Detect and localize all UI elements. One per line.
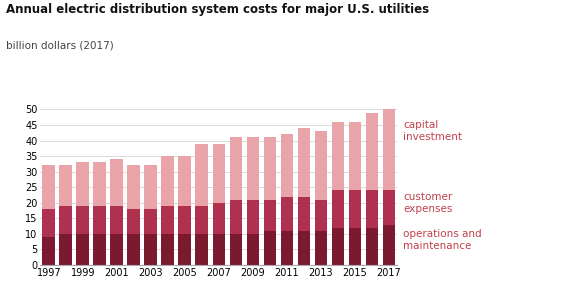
Bar — [195, 144, 209, 206]
Bar — [247, 200, 259, 234]
Text: Annual electric distribution system costs for major U.S. utilities: Annual electric distribution system cost… — [6, 3, 429, 16]
Bar — [127, 234, 140, 265]
Bar — [247, 137, 259, 200]
Bar — [382, 109, 395, 190]
Bar — [127, 165, 140, 209]
Bar — [161, 234, 175, 265]
Bar — [314, 231, 327, 265]
Bar — [179, 206, 191, 234]
Bar — [145, 209, 157, 234]
Bar — [127, 209, 140, 234]
Bar — [59, 234, 72, 265]
Bar — [298, 128, 310, 196]
Bar — [332, 122, 344, 190]
Bar — [263, 200, 276, 231]
Bar — [43, 165, 55, 209]
Text: customer
expenses: customer expenses — [403, 192, 453, 214]
Bar — [314, 200, 327, 231]
Bar — [281, 196, 293, 231]
Bar — [213, 203, 225, 234]
Bar — [229, 234, 242, 265]
Bar — [263, 231, 276, 265]
Bar — [145, 165, 157, 209]
Bar — [161, 206, 175, 234]
Bar — [348, 190, 361, 228]
Bar — [314, 131, 327, 200]
Bar — [43, 209, 55, 237]
Bar — [348, 228, 361, 265]
Bar — [382, 190, 395, 225]
Bar — [298, 196, 310, 231]
Bar — [77, 162, 89, 206]
Text: operations and
maintenance: operations and maintenance — [403, 229, 482, 251]
Bar — [366, 228, 378, 265]
Bar — [332, 190, 344, 228]
Bar — [213, 234, 225, 265]
Bar — [382, 225, 395, 265]
Bar — [366, 190, 378, 228]
Bar — [247, 234, 259, 265]
Bar — [179, 156, 191, 206]
Bar — [263, 137, 276, 200]
Bar — [59, 206, 72, 234]
Bar — [93, 206, 106, 234]
Bar — [59, 165, 72, 206]
Bar — [179, 234, 191, 265]
Bar — [366, 113, 378, 190]
Bar — [77, 234, 89, 265]
Bar — [281, 134, 293, 196]
Bar — [145, 234, 157, 265]
Bar — [229, 200, 242, 234]
Text: billion dollars (2017): billion dollars (2017) — [6, 40, 113, 50]
Text: capital
investment: capital investment — [403, 120, 462, 142]
Bar — [93, 162, 106, 206]
Bar — [213, 144, 225, 203]
Bar — [195, 234, 209, 265]
Bar — [229, 137, 242, 200]
Bar — [195, 206, 209, 234]
Bar — [111, 206, 123, 234]
Bar — [111, 159, 123, 206]
Bar — [348, 122, 361, 190]
Bar — [298, 231, 310, 265]
Bar — [111, 234, 123, 265]
Bar — [281, 231, 293, 265]
Bar — [332, 228, 344, 265]
Bar — [93, 234, 106, 265]
Bar — [43, 237, 55, 265]
Bar — [161, 156, 175, 206]
Bar — [77, 206, 89, 234]
